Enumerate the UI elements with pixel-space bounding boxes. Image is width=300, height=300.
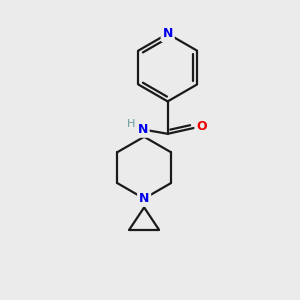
Text: N: N <box>139 192 149 205</box>
Text: H: H <box>127 119 136 129</box>
Text: N: N <box>163 27 173 40</box>
Text: O: O <box>196 120 207 133</box>
Text: N: N <box>137 123 148 136</box>
